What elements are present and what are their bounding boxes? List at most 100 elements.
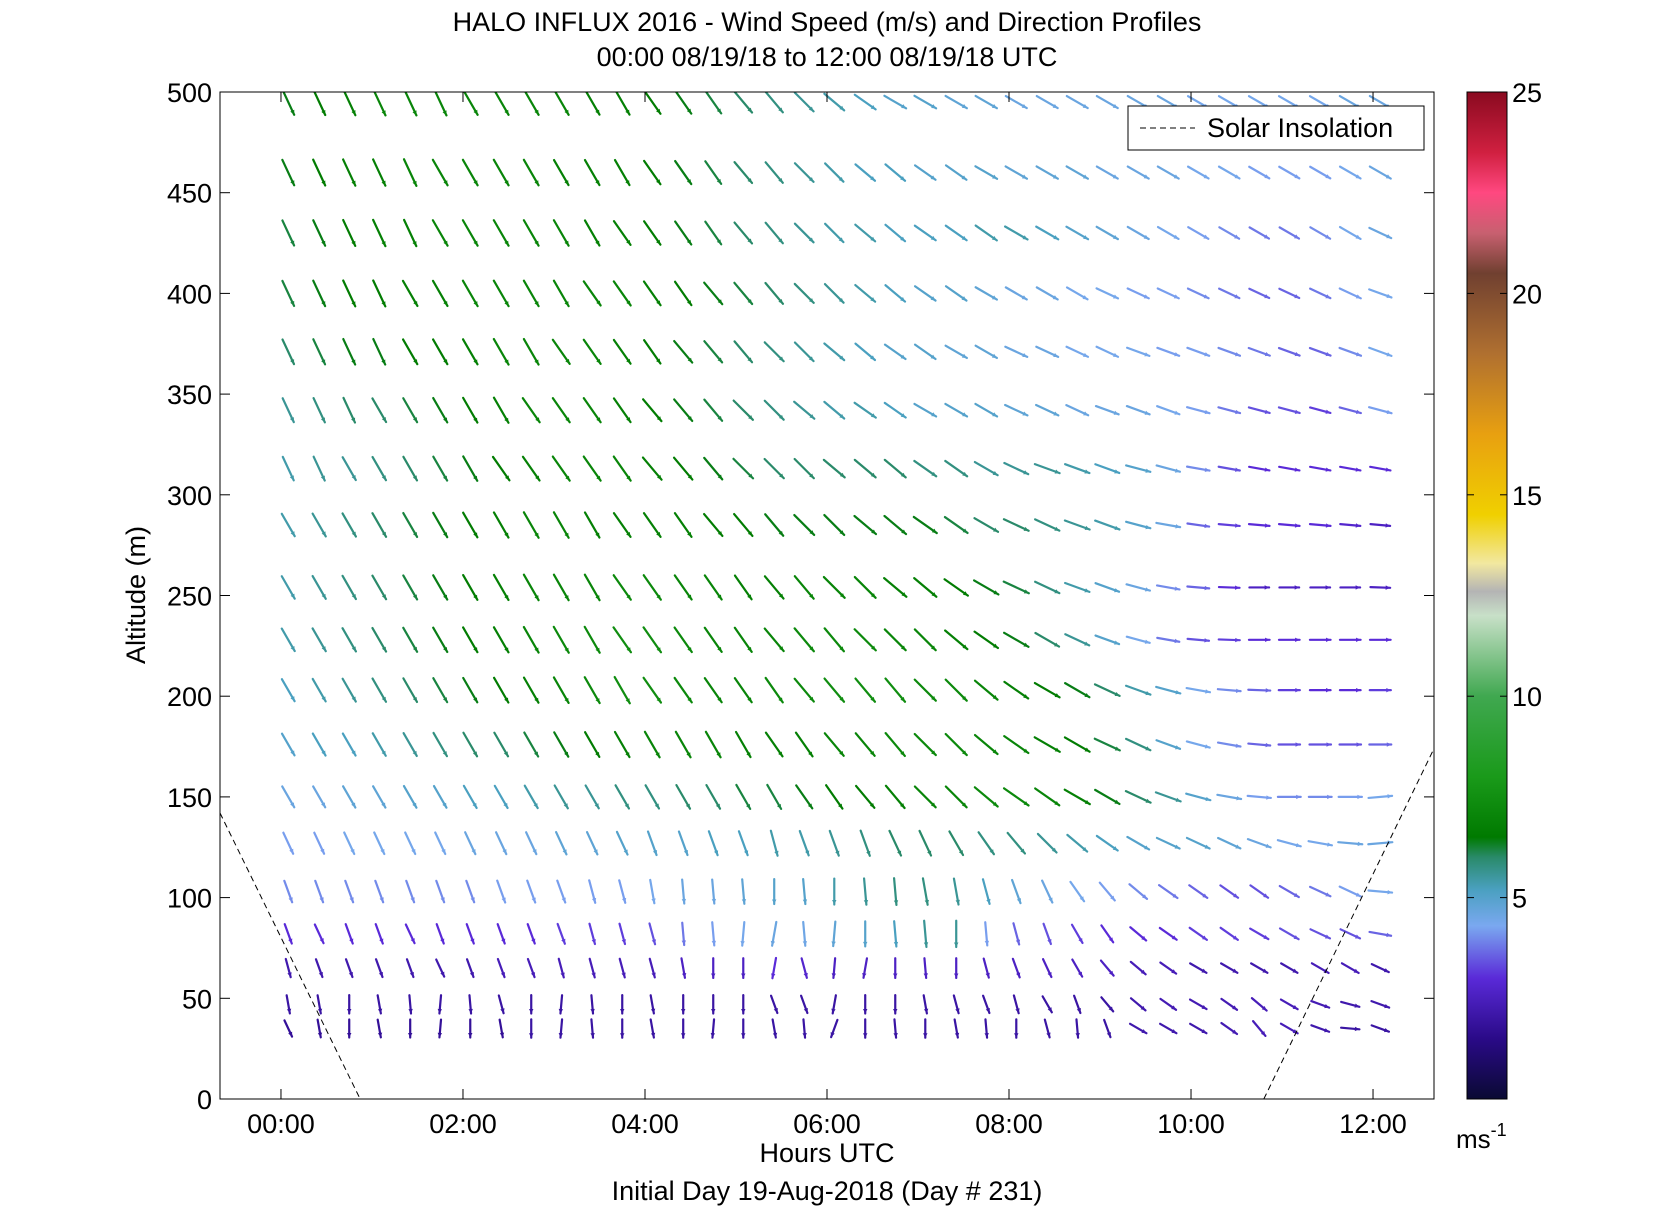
wind-vector-shaft <box>612 574 632 601</box>
wind-vector <box>280 678 296 703</box>
wind-vector-head <box>863 941 868 947</box>
wind-vector <box>1338 742 1363 747</box>
wind-vector-head <box>289 848 294 854</box>
wind-vector-head <box>412 531 418 537</box>
wind-vector-head <box>377 1008 383 1014</box>
wind-vector-shaft <box>612 220 632 246</box>
wind-vector <box>741 1018 746 1039</box>
wind-vector-head <box>620 1009 625 1014</box>
wind-vector-head <box>1264 523 1270 528</box>
wind-vector <box>522 511 540 539</box>
wind-vector <box>1066 833 1089 853</box>
wind-vector <box>763 627 785 653</box>
wind-vector-shaft <box>492 626 510 654</box>
wind-vector-head <box>954 1032 960 1038</box>
wind-vector-head <box>687 300 692 306</box>
wind-vector-head <box>954 973 959 978</box>
wind-vector <box>1309 885 1332 898</box>
wind-vector-head <box>562 849 567 855</box>
wind-vector <box>704 220 723 246</box>
wind-vector-head <box>500 972 506 978</box>
wind-vector-shaft <box>884 732 906 758</box>
wind-vector <box>642 574 662 601</box>
wind-vector-head <box>321 109 326 115</box>
wind-vector <box>312 279 327 308</box>
wind-vector-shaft <box>462 626 479 654</box>
wind-vector <box>1035 286 1059 301</box>
wind-vector <box>1033 736 1061 753</box>
wind-vector-head <box>1203 234 1209 239</box>
wind-vector-head <box>1078 937 1083 943</box>
wind-vector-head <box>657 474 662 480</box>
wind-vector-head <box>808 237 814 243</box>
wind-vector-head <box>1202 893 1208 898</box>
wind-vector <box>800 994 809 1015</box>
wind-vector-head <box>381 531 387 537</box>
wind-vector <box>1247 637 1271 643</box>
wind-vector-shaft <box>342 279 357 308</box>
wind-vector-head <box>1355 234 1361 239</box>
wind-vector-head <box>1326 742 1331 747</box>
wind-vector-head <box>839 472 845 478</box>
plot-area <box>220 92 1434 1099</box>
wind-vector-shaft <box>282 92 296 116</box>
wind-vector-head <box>1046 1032 1051 1038</box>
wind-vector-head <box>1082 352 1088 357</box>
wind-vector <box>912 515 938 535</box>
wind-vector <box>1185 465 1211 472</box>
wind-vector-head <box>626 417 631 423</box>
wind-vector-shaft <box>674 159 693 186</box>
wind-vector <box>312 338 327 366</box>
wind-vector-shaft <box>493 731 510 758</box>
wind-vector-shaft <box>551 455 571 482</box>
wind-vector <box>883 343 907 361</box>
wind-vector <box>1309 287 1332 300</box>
wind-vector-shaft <box>643 92 662 115</box>
wind-vector-head <box>931 412 937 417</box>
wind-vector <box>583 731 601 758</box>
wind-vector-head <box>1385 585 1391 590</box>
wind-vector-head <box>687 647 692 653</box>
wind-vector <box>769 994 779 1015</box>
wind-vector <box>1065 94 1089 110</box>
wind-vector-head <box>1355 585 1361 590</box>
wind-vector-head <box>838 297 844 303</box>
wind-vector <box>1095 834 1119 852</box>
wind-vector <box>733 340 754 364</box>
wind-vector-head <box>687 416 693 421</box>
wind-vector <box>1065 404 1090 417</box>
wind-vector-head <box>289 417 294 423</box>
wind-vector <box>1249 884 1270 899</box>
wind-vector <box>1307 794 1333 800</box>
wind-vector-head <box>1084 693 1090 698</box>
wind-vector <box>883 514 908 536</box>
wind-vector <box>281 279 296 308</box>
wind-vector <box>468 1018 473 1039</box>
wind-vector-head <box>1265 742 1271 748</box>
wind-vector-head <box>1355 294 1361 299</box>
wind-vector <box>649 1018 656 1039</box>
wind-vector <box>620 994 625 1015</box>
wind-vector-shaft <box>674 92 693 115</box>
wind-vector-head <box>683 849 689 855</box>
wind-vector-head <box>1145 524 1151 530</box>
wind-vector-head <box>1383 968 1389 973</box>
wind-vector <box>1185 740 1211 749</box>
wind-vector-head <box>1141 1029 1147 1034</box>
wind-vector <box>552 279 570 308</box>
wind-vector-head <box>741 1009 746 1014</box>
wind-vector <box>1035 94 1059 110</box>
wind-vector-shaft <box>613 675 631 705</box>
wind-vector-head <box>992 695 998 700</box>
wind-vector-shaft <box>613 158 631 187</box>
wind-vector-head <box>440 971 445 977</box>
wind-vector-head <box>1387 890 1393 895</box>
wind-vector <box>1367 794 1394 800</box>
wind-vector-head <box>1386 637 1391 643</box>
wind-vector-head <box>687 474 693 480</box>
wind-vector-head <box>443 300 448 306</box>
wind-vector <box>675 784 692 810</box>
wind-vector-head <box>1113 352 1119 357</box>
wind-vector <box>793 341 815 363</box>
wind-vector <box>582 455 602 482</box>
